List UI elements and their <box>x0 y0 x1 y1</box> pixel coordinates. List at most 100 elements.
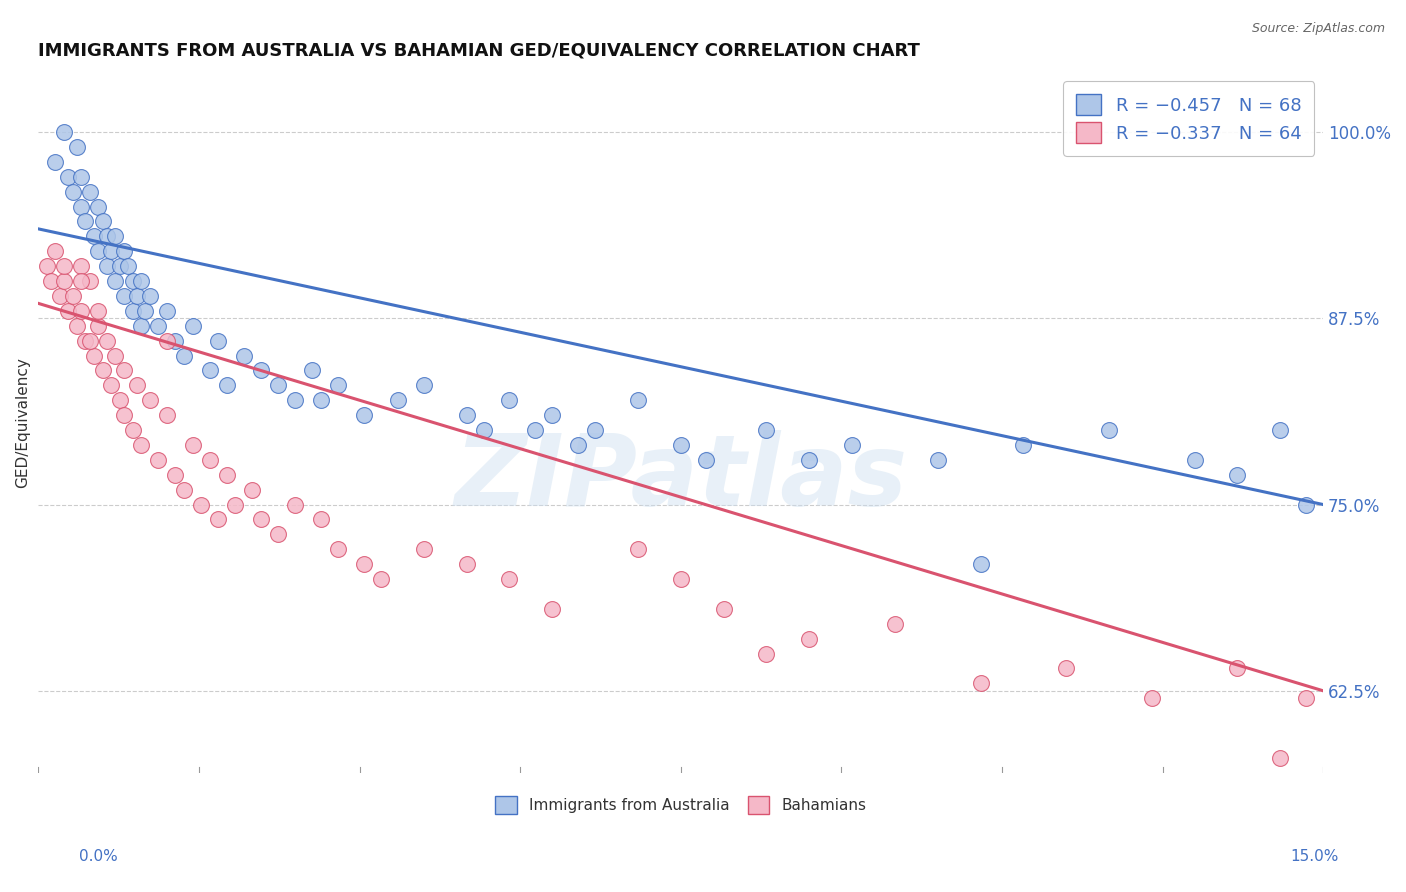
Point <box>108 393 131 408</box>
Point <box>62 289 84 303</box>
Point <box>224 498 246 512</box>
Point <box>87 244 110 259</box>
Point <box>87 303 110 318</box>
Point <box>87 318 110 333</box>
Point <box>70 259 93 273</box>
Legend: Immigrants from Australia, Bahamians: Immigrants from Australia, Bahamians <box>485 786 877 824</box>
Point <box>83 229 105 244</box>
Point <box>207 334 229 348</box>
Point <box>583 423 606 437</box>
Point <box>91 214 114 228</box>
Point <box>39 274 62 288</box>
Point <box>695 453 717 467</box>
Point <box>53 125 76 139</box>
Point <box>48 289 70 303</box>
Point <box>75 334 97 348</box>
Point <box>232 349 254 363</box>
Point <box>524 423 547 437</box>
Point <box>138 393 160 408</box>
Point <box>198 363 221 377</box>
Point <box>70 274 93 288</box>
Point <box>79 274 101 288</box>
Point <box>755 647 778 661</box>
Point <box>472 423 495 437</box>
Point <box>242 483 264 497</box>
Point <box>165 467 187 482</box>
Point <box>104 274 127 288</box>
Point <box>1295 498 1317 512</box>
Point <box>129 438 152 452</box>
Point <box>1270 751 1292 765</box>
Point <box>969 557 991 571</box>
Point <box>148 318 170 333</box>
Point <box>969 676 991 690</box>
Text: Source: ZipAtlas.com: Source: ZipAtlas.com <box>1251 22 1385 36</box>
Point <box>129 274 152 288</box>
Point <box>841 438 863 452</box>
Point <box>669 438 692 452</box>
Point <box>541 602 564 616</box>
Y-axis label: GED/Equivalency: GED/Equivalency <box>15 357 30 488</box>
Point <box>173 349 195 363</box>
Point <box>627 542 650 557</box>
Point <box>96 259 118 273</box>
Point <box>456 408 478 422</box>
Point <box>44 244 66 259</box>
Point <box>100 378 122 392</box>
Point <box>165 334 187 348</box>
Text: ZIPatlas: ZIPatlas <box>454 430 907 527</box>
Point <box>173 483 195 497</box>
Point <box>125 378 148 392</box>
Point <box>627 393 650 408</box>
Point <box>112 244 135 259</box>
Point <box>112 408 135 422</box>
Point <box>927 453 949 467</box>
Point <box>108 259 131 273</box>
Point <box>207 512 229 526</box>
Point <box>370 572 392 586</box>
Point <box>755 423 778 437</box>
Point <box>799 453 821 467</box>
Point <box>326 378 349 392</box>
Point <box>83 349 105 363</box>
Point <box>541 408 564 422</box>
Point <box>181 438 204 452</box>
Point <box>1012 438 1035 452</box>
Point <box>284 393 307 408</box>
Point <box>121 423 143 437</box>
Point <box>267 378 290 392</box>
Point <box>70 169 93 184</box>
Point <box>112 363 135 377</box>
Point <box>58 303 80 318</box>
Point <box>148 453 170 467</box>
Point <box>250 512 273 526</box>
Point <box>1226 467 1249 482</box>
Point <box>121 303 143 318</box>
Point <box>75 214 97 228</box>
Point <box>104 229 127 244</box>
Point <box>215 378 238 392</box>
Point <box>1226 661 1249 675</box>
Point <box>713 602 735 616</box>
Point <box>104 349 127 363</box>
Point <box>181 318 204 333</box>
Point <box>799 632 821 646</box>
Point <box>117 259 139 273</box>
Point <box>100 244 122 259</box>
Point <box>190 498 212 512</box>
Point <box>70 200 93 214</box>
Point <box>353 408 375 422</box>
Point <box>301 363 323 377</box>
Text: IMMIGRANTS FROM AUSTRALIA VS BAHAMIAN GED/EQUIVALENCY CORRELATION CHART: IMMIGRANTS FROM AUSTRALIA VS BAHAMIAN GE… <box>38 42 920 60</box>
Point <box>53 274 76 288</box>
Point <box>412 542 434 557</box>
Point <box>66 140 89 154</box>
Point <box>129 318 152 333</box>
Text: 0.0%: 0.0% <box>79 849 118 863</box>
Point <box>79 185 101 199</box>
Point <box>62 185 84 199</box>
Point <box>35 259 58 273</box>
Point <box>1270 423 1292 437</box>
Point <box>1184 453 1206 467</box>
Point <box>96 229 118 244</box>
